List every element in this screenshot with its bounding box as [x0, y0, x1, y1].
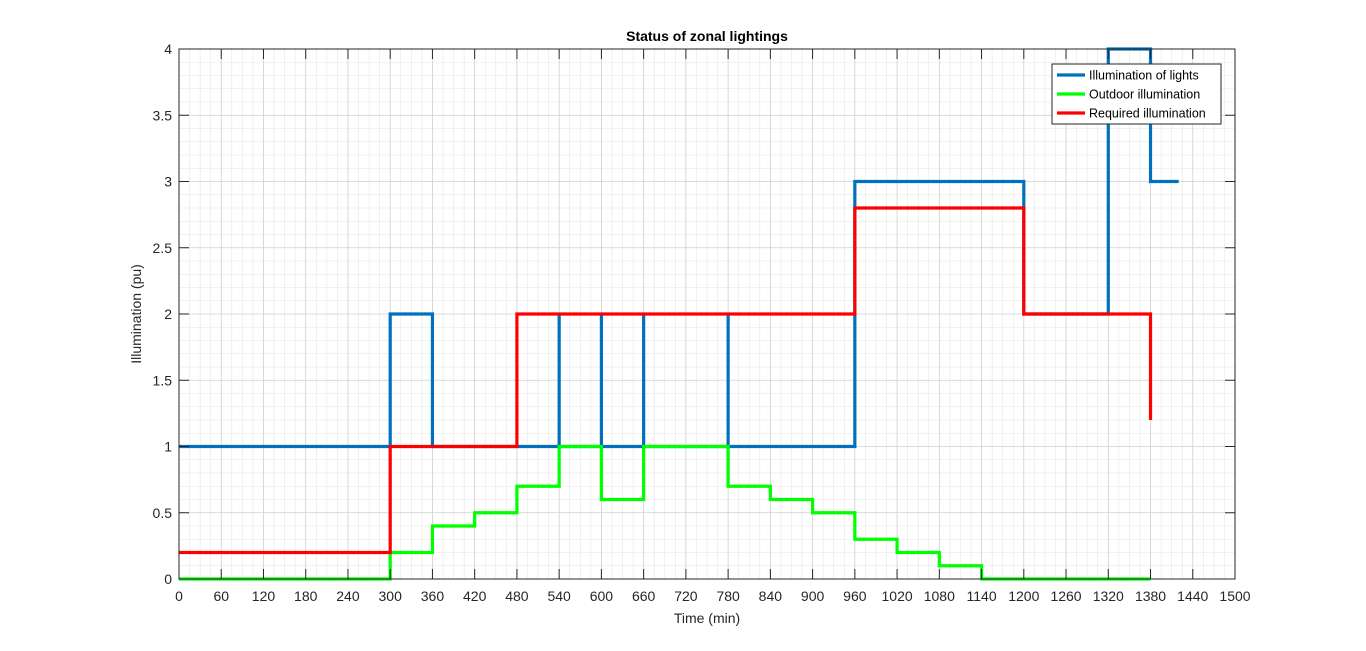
x-tick-label: 0: [175, 588, 183, 604]
x-tick-label: 360: [421, 588, 445, 604]
x-tick-label: 420: [463, 588, 487, 604]
x-tick-label: 600: [590, 588, 614, 604]
x-tick-label: 480: [505, 588, 529, 604]
legend-label-1: Illumination of lights: [1089, 69, 1199, 83]
legend-label-2: Outdoor illumination: [1089, 88, 1200, 102]
y-tick-label: 1.5: [153, 372, 173, 388]
x-tick-label: 660: [632, 588, 656, 604]
y-tick-label: 4: [164, 41, 172, 57]
chart-title: Status of zonal lightings: [626, 28, 788, 44]
x-tick-label: 1080: [924, 588, 955, 604]
x-tick-label: 1020: [882, 588, 913, 604]
x-tick-label: 900: [801, 588, 825, 604]
x-tick-label: 180: [294, 588, 318, 604]
y-tick-label: 3.5: [153, 107, 173, 123]
x-tick-label: 120: [252, 588, 276, 604]
series-line-2: [179, 444, 1151, 581]
x-tick-label: 1260: [1050, 588, 1081, 604]
x-tick-label: 1440: [1177, 588, 1208, 604]
y-tick-label: 3: [164, 174, 172, 190]
x-tick-label: 1500: [1219, 588, 1250, 604]
x-tick-label: 1140: [967, 588, 997, 604]
x-tick-label: 540: [547, 588, 571, 604]
series-line-3: [179, 206, 1153, 555]
y-tick-labels: 0 0.5 1 1.5 2 2.5 3 3.5 4: [153, 41, 173, 587]
x-tick-label: 780: [716, 588, 740, 604]
series-layer: [179, 47, 1179, 581]
y-tick-label: 1: [164, 439, 172, 455]
legend-label-3: Required illumination: [1089, 107, 1206, 121]
x-tick-label: 60: [213, 588, 229, 604]
x-tick-label: 1380: [1135, 588, 1166, 604]
y-tick-label: 2: [164, 306, 172, 322]
y-tick-label: 0.5: [153, 505, 173, 521]
x-tick-label: 1320: [1093, 588, 1124, 604]
x-tick-label: 720: [674, 588, 698, 604]
x-tick-label: 300: [379, 588, 403, 604]
legend: Illumination of lights Outdoor illuminati…: [1051, 63, 1222, 125]
x-axis-label: Time (min): [674, 610, 740, 626]
x-tick-labels: 0 60 120 180 240 300 360 420 480 540 600 660 720 780 8…: [175, 588, 1251, 604]
ticks: [178, 48, 1236, 580]
x-tick-label: 840: [759, 588, 783, 604]
x-tick-label: 1200: [1008, 588, 1039, 604]
x-tick-label: 960: [843, 588, 867, 604]
y-axis-label: Illumination (pu): [128, 264, 144, 364]
y-tick-label: 0: [164, 571, 172, 587]
y-tick-label: 2.5: [153, 240, 173, 256]
x-tick-label: 240: [336, 588, 360, 604]
